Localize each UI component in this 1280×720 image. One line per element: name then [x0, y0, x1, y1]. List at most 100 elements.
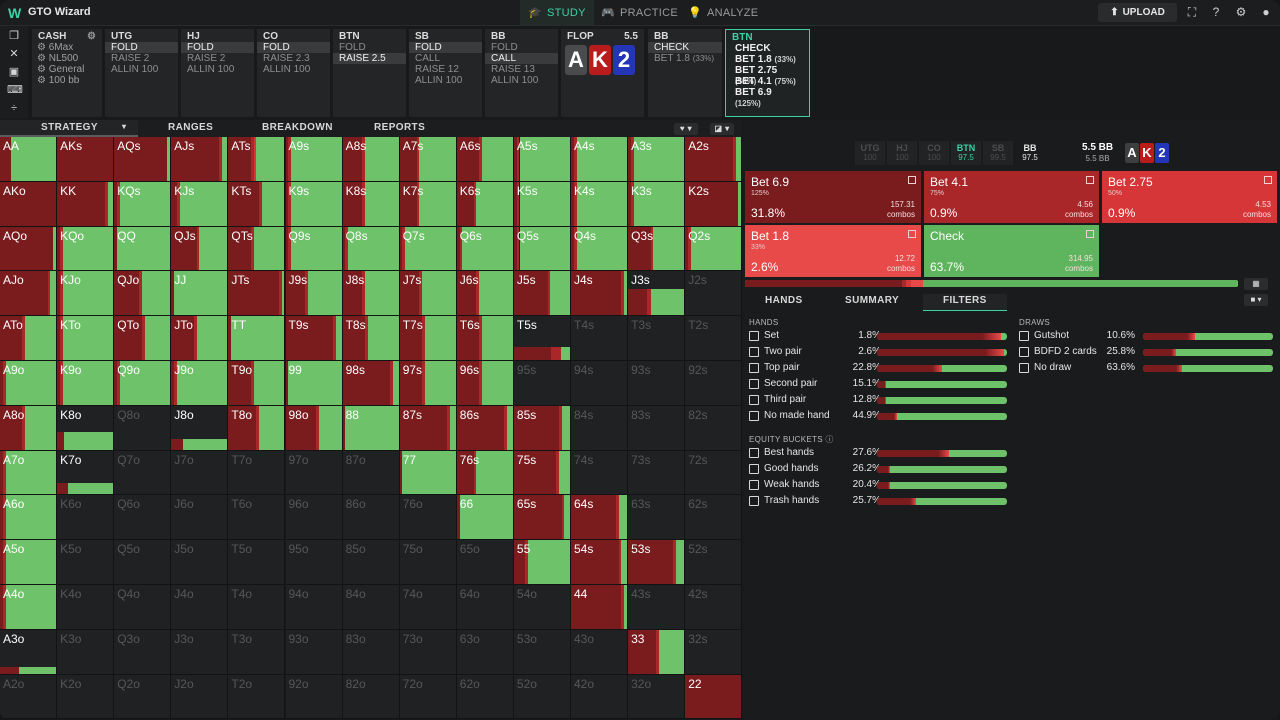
hand-cell[interactable]: T6o	[228, 495, 286, 541]
hand-cell[interactable]: 98s	[342, 361, 400, 406]
hand-cell[interactable]: 96s	[456, 361, 514, 406]
hand-cell[interactable]: 84s	[571, 405, 629, 451]
filter-checkbox[interactable]	[1019, 363, 1029, 373]
hand-cell[interactable]: A6o	[0, 495, 58, 541]
position-action[interactable]: RAISE 2	[187, 53, 226, 64]
hand-cell[interactable]: T4s	[571, 316, 629, 361]
position-action[interactable]: FOLD	[339, 42, 366, 53]
hand-cell[interactable]: A3s	[628, 137, 686, 182]
gamepad-icon[interactable]: ⌨	[7, 84, 23, 96]
hand-cell[interactable]: 64o	[456, 585, 514, 630]
hand-cell[interactable]: 97o	[285, 450, 343, 496]
hand-cell[interactable]: K7s	[399, 181, 457, 227]
help-icon[interactable]: ?	[1212, 5, 1220, 19]
hand-cell[interactable]: 92s	[685, 361, 743, 406]
nav-analyze[interactable]: 💡 ANALYZE	[680, 0, 766, 25]
hand-cell[interactable]: 96o	[285, 495, 343, 541]
hand-cell[interactable]: 33	[628, 629, 686, 675]
hand-cell[interactable]: A9s	[285, 137, 343, 182]
logo-icon[interactable]: W	[8, 5, 22, 21]
hand-cell[interactable]: A4o	[0, 585, 58, 630]
filter-checkbox[interactable]	[749, 331, 759, 341]
filter-checkbox[interactable]	[749, 411, 759, 421]
hand-cell[interactable]: 93s	[628, 361, 686, 406]
hand-cell[interactable]: 93o	[285, 629, 343, 675]
position-action[interactable]: RAISE 2	[111, 53, 150, 64]
hand-cell[interactable]: Q5s	[513, 226, 571, 272]
hand-cell[interactable]: 73o	[399, 629, 457, 675]
hand-cell[interactable]: K5s	[513, 181, 571, 227]
filter-row[interactable]: Top pair 22.8%	[749, 362, 1007, 376]
hand-cell[interactable]: 65s	[513, 495, 571, 541]
hand-cell[interactable]: 99	[285, 361, 343, 406]
hand-cell[interactable]: T9o	[228, 361, 286, 406]
upload-button[interactable]: ⬆ UPLOAD	[1098, 3, 1177, 22]
hand-cell[interactable]: J2o	[171, 674, 229, 720]
hand-cell[interactable]: 82s	[685, 405, 743, 451]
hand-cell[interactable]: Q6s	[456, 226, 514, 272]
hand-cell[interactable]: A7s	[399, 137, 457, 182]
hand-cell[interactable]: 65o	[456, 540, 514, 585]
hand-cell[interactable]: JJ	[171, 271, 229, 317]
tab-filters[interactable]: FILTERS	[923, 294, 1007, 311]
hand-cell[interactable]: QJs	[171, 226, 229, 272]
hand-cell[interactable]: 76s	[456, 450, 514, 496]
hand-cell[interactable]: 52s	[685, 540, 743, 585]
hand-cell[interactable]: K8o	[57, 405, 115, 451]
hand-cell[interactable]: J5o	[171, 540, 229, 585]
hand-cell[interactable]: 53s	[628, 540, 686, 585]
hand-cell[interactable]: 52o	[513, 674, 571, 720]
position-action[interactable]: ALLIN 100	[263, 64, 311, 75]
hand-cell[interactable]: Q3o	[114, 629, 172, 675]
hand-cell[interactable]: 44	[571, 585, 629, 630]
hand-cell[interactable]: 63o	[456, 629, 514, 675]
hand-cell[interactable]: K5o	[57, 540, 115, 585]
bb-bet-action[interactable]: BET 1.8 (33%)	[654, 53, 715, 64]
hand-cell[interactable]: Q9s	[285, 226, 343, 272]
action-bet-6-9[interactable]: Bet 6.9 125% 31.8% 157.31 combos	[745, 171, 921, 223]
hand-cell[interactable]: AQo	[0, 226, 58, 272]
expand-icon[interactable]	[908, 230, 916, 238]
position-action[interactable]: RAISE 12	[415, 64, 459, 75]
hand-cell[interactable]: AKs	[57, 137, 115, 182]
hand-cell[interactable]: 42o	[571, 674, 629, 720]
filter-checkbox[interactable]	[1019, 331, 1029, 341]
color-mode-icon[interactable]: ■ ▾	[1244, 294, 1268, 306]
filter-row[interactable]: No draw 63.6%	[1019, 362, 1273, 376]
hand-cell[interactable]: 62o	[456, 674, 514, 720]
hand-cell[interactable]: 66	[456, 495, 514, 541]
hand-cell[interactable]: J7s	[399, 271, 457, 317]
position-card-utg[interactable]: UTG FOLD RAISE 2 ALLIN 100	[105, 29, 178, 117]
hand-cell[interactable]: K4o	[57, 585, 115, 630]
tab-ranges[interactable]: RANGES	[168, 122, 214, 133]
cash-card[interactable]: CASH ⚙ ⚙ 6Max ⚙ NL500 ⚙ General ⚙ 100 bb	[32, 29, 102, 117]
hand-cell[interactable]: 77	[399, 450, 457, 496]
hand-cell[interactable]: J3s	[628, 271, 686, 317]
hand-cell[interactable]: 72s	[685, 450, 743, 496]
position-card-btn[interactable]: BTN FOLD RAISE 2.5	[333, 29, 406, 117]
position-action[interactable]: RAISE 2.5	[333, 53, 406, 64]
hand-cell[interactable]: KQo	[57, 226, 115, 272]
hand-cell[interactable]: Q3s	[628, 226, 686, 272]
hand-cell[interactable]: 63s	[628, 495, 686, 541]
hand-cell[interactable]: QQ	[114, 226, 172, 272]
hand-cell[interactable]: A8s	[342, 137, 400, 182]
filter-row[interactable]: BDFD 2 cards 25.8%	[1019, 346, 1273, 360]
nav-practice[interactable]: 🎮 PRACTICE	[593, 0, 686, 25]
filter-row[interactable]: Set 1.8%	[749, 330, 1007, 344]
filter-checkbox[interactable]	[749, 448, 759, 458]
btn-option[interactable]: CHECK	[735, 43, 771, 54]
hand-cell[interactable]: 22	[685, 674, 743, 720]
hand-cell[interactable]: K9o	[57, 361, 115, 406]
hand-cell[interactable]: 83s	[628, 405, 686, 451]
hand-cell[interactable]: A3o	[0, 629, 58, 675]
hand-cell[interactable]: 54o	[513, 585, 571, 630]
hand-cell[interactable]: Q2o	[114, 674, 172, 720]
filter-row[interactable]: Second pair 15.1%	[749, 378, 1007, 392]
hand-cell[interactable]: 86o	[342, 495, 400, 541]
hand-cell[interactable]: A2o	[0, 674, 58, 720]
filter-row[interactable]: No made hand 44.9%	[749, 410, 1007, 424]
btn-node-card[interactable]: BTN CHECK BET 1.8 (33%) BET 2.75 (50%) BET…	[725, 29, 810, 117]
hand-cell[interactable]: AA	[0, 137, 58, 182]
action-bet-4-1[interactable]: Bet 4.1 75% 0.9% 4.56 combos	[924, 171, 1099, 223]
